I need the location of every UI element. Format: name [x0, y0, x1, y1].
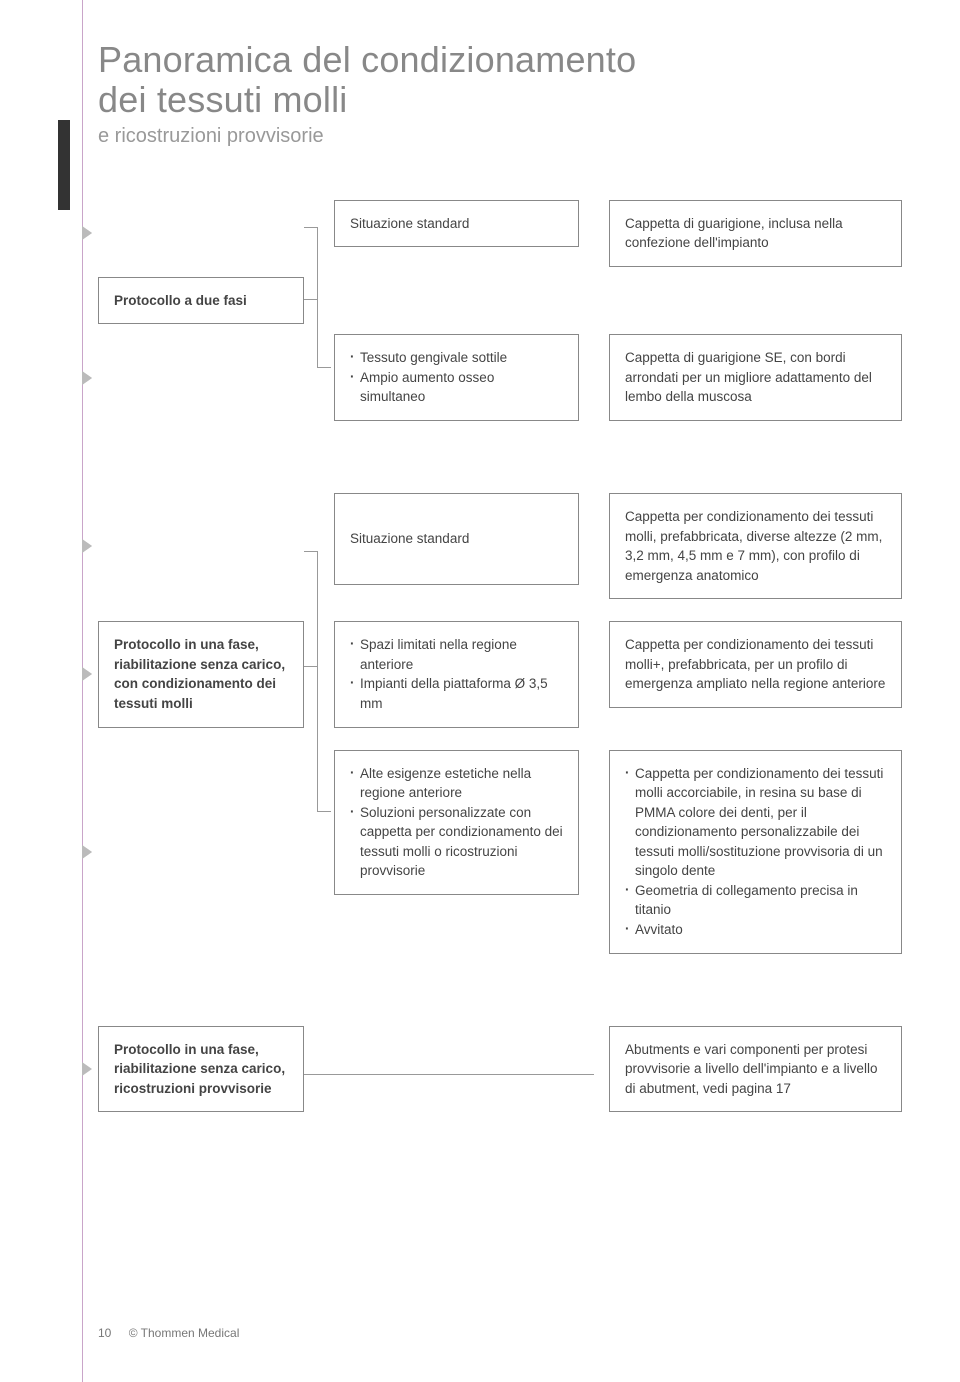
connector-line	[304, 551, 318, 552]
flow-row-4: Situazione standard Cappetta per condizi…	[98, 493, 902, 599]
flow-row-6: Alte esigenze estetiche nella regione an…	[98, 750, 902, 954]
page-title: Panoramica del condizionamento dei tessu…	[98, 40, 902, 121]
flow-row-2: Protocollo a due fasi	[98, 277, 902, 325]
connector-line	[304, 1074, 594, 1075]
box-situazione-standard-b: Situazione standard	[334, 493, 579, 585]
page-number: 10	[98, 1326, 111, 1340]
box-protocollo-una-fase-cond: Protocollo in una fase, riabilitazione s…	[98, 621, 304, 727]
flowchart: Situazione standard Cappetta di guarigio…	[98, 200, 902, 1113]
connector-line	[304, 299, 318, 300]
box-cappetta-accorciabile: Cappetta per condizionamento dei tessuti…	[609, 750, 902, 954]
box-abutments: Abutments e vari componenti per protesi …	[609, 1026, 902, 1113]
box-text: Cappetta di guarigione SE, con bordi arr…	[625, 350, 872, 404]
arrow-icon	[82, 845, 92, 859]
arrow-icon	[82, 539, 92, 553]
list-item: Tessuto gengivale sottile	[350, 348, 563, 368]
list-item: Avvitato	[625, 920, 886, 940]
box-protocollo-due-fasi: Protocollo a due fasi	[98, 277, 304, 325]
list-item: Cappetta per condizionamento dei tessuti…	[625, 764, 886, 881]
box-text: Situazione standard	[350, 529, 469, 549]
connector-line	[317, 811, 331, 812]
box-cappetta-guarigione: Cappetta di guarigione, inclusa nella co…	[609, 200, 902, 267]
box-protocollo-una-fase-ric: Protocollo in una fase, riabilitazione s…	[98, 1026, 304, 1113]
list-item: Soluzioni personalizzate con cappetta pe…	[350, 803, 563, 881]
title-line-1: Panoramica del condizionamento	[98, 39, 636, 80]
list-item: Spazi limitati nella regione anteriore	[350, 635, 563, 674]
flow-row-1: Situazione standard Cappetta di guarigio…	[98, 200, 902, 267]
box-situazione-standard-a: Situazione standard	[334, 200, 579, 248]
connector-line	[317, 551, 318, 811]
left-margin-rule	[82, 0, 83, 1382]
arrow-icon	[82, 371, 92, 385]
connector-line	[304, 227, 318, 228]
connector-line	[317, 367, 331, 368]
connector-line	[317, 227, 318, 367]
box-text: Protocollo in una fase, riabilitazione s…	[114, 637, 285, 711]
list-item: Geometria di collegamento precisa in tit…	[625, 881, 886, 920]
box-text: Abutments e vari componenti per protesi …	[625, 1042, 877, 1096]
left-tab-marker	[58, 120, 70, 210]
box-cappetta-molli-plus: Cappetta per condizionamento dei tessuti…	[609, 621, 902, 708]
box-tessuto-gengivale: Tessuto gengivale sottile Ampio aumento …	[334, 334, 579, 421]
list-item: Impianti della piattaforma Ø 3,5 mm	[350, 674, 563, 713]
box-cappetta-se: Cappetta di guarigione SE, con bordi arr…	[609, 334, 902, 421]
list-item: Alte esigenze estetiche nella regione an…	[350, 764, 563, 803]
box-alte-esigenze: Alte esigenze estetiche nella regione an…	[334, 750, 579, 895]
box-text: Cappetta per condizionamento dei tessuti…	[625, 509, 882, 583]
flow-row-5: Protocollo in una fase, riabilitazione s…	[98, 621, 902, 727]
flow-row-3: Tessuto gengivale sottile Ampio aumento …	[98, 334, 902, 421]
box-spazi-limitati: Spazi limitati nella regione anteriore I…	[334, 621, 579, 727]
arrow-icon	[82, 226, 92, 240]
list-item: Ampio aumento osseo simultaneo	[350, 368, 563, 407]
box-text: Protocollo in una fase, riabilitazione s…	[114, 1042, 285, 1096]
title-line-2: dei tessuti molli	[98, 79, 348, 120]
flow-row-7: Protocollo in una fase, riabilitazione s…	[98, 1026, 902, 1113]
copyright: © Thommen Medical	[129, 1326, 240, 1340]
page-subtitle: e ricostruzioni provvisorie	[98, 125, 902, 148]
box-cappetta-condizionamento: Cappetta per condizionamento dei tessuti…	[609, 493, 902, 599]
box-text: Cappetta per condizionamento dei tessuti…	[625, 637, 885, 691]
box-text: Protocollo a due fasi	[114, 293, 247, 308]
arrow-icon	[82, 1062, 92, 1076]
box-text: Situazione standard	[350, 216, 469, 231]
page-footer: 10 © Thommen Medical	[98, 1326, 239, 1340]
box-text: Cappetta di guarigione, inclusa nella co…	[625, 216, 843, 251]
connector-line	[304, 666, 318, 667]
arrow-icon	[82, 667, 92, 681]
